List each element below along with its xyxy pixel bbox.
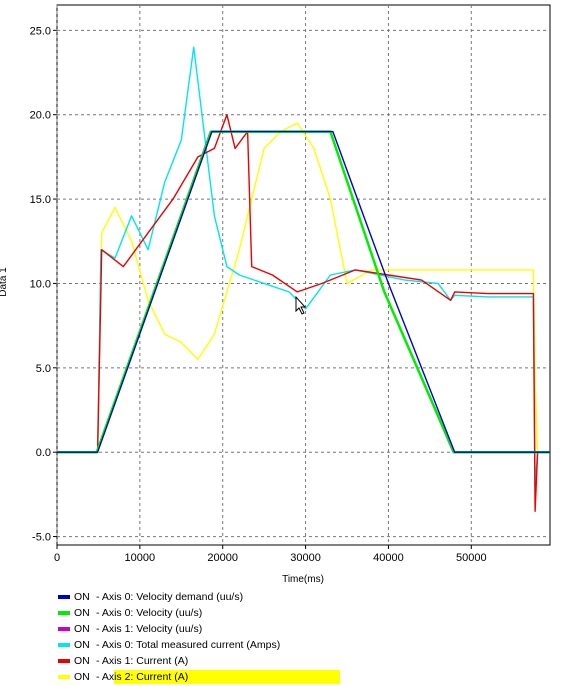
y-tick-label: 5.0 <box>36 363 51 375</box>
mouse-cursor-icon <box>295 295 307 315</box>
x-tick-label: 20000 <box>207 552 238 564</box>
legend-swatch <box>58 627 70 631</box>
legend-label: - Axis 0: Velocity demand (uu/s) <box>96 591 244 603</box>
legend-swatch <box>58 675 70 679</box>
series-line-4 <box>57 46 550 487</box>
y-tick-label: 25.0 <box>30 25 51 37</box>
legend-label: - Axis 2: Current (A) <box>96 671 189 683</box>
legend-item[interactable]: ON - Axis 0: Velocity (uu/s) <box>56 605 356 621</box>
legend-selection-highlight <box>114 670 340 684</box>
legend-swatch <box>58 595 70 599</box>
y-axis-title: Data 1 <box>0 267 9 297</box>
y-tick-label: 0.0 <box>36 447 51 459</box>
y-tick-label: -5.0 <box>32 532 51 544</box>
legend-state: ON <box>74 639 90 651</box>
legend-item[interactable]: ON - Axis 0: Velocity demand (uu/s) <box>56 589 356 605</box>
legend-state: ON <box>74 607 90 619</box>
legend-label: - Axis 0: Velocity (uu/s) <box>96 607 203 619</box>
series-line-5 <box>57 113 550 512</box>
x-tick-label: 50000 <box>456 552 487 564</box>
legend-state: ON <box>74 671 90 683</box>
x-tick-label: 40000 <box>373 552 404 564</box>
series-line-1 <box>57 130 550 453</box>
legend-swatch <box>58 611 70 615</box>
legend-state: ON <box>74 591 90 603</box>
legend-swatch <box>58 659 70 663</box>
y-tick-label: 10.0 <box>30 278 51 290</box>
legend: ON - Axis 0: Velocity demand (uu/s) ON - … <box>56 589 356 685</box>
legend-state: ON <box>74 655 90 667</box>
x-tick-label: 10000 <box>125 552 156 564</box>
plot-frame <box>56 4 551 546</box>
x-axis-title: Time(ms) <box>282 574 324 585</box>
y-tick-label: 20.0 <box>30 110 51 122</box>
legend-label: - Axis 0: Total measured current (Amps) <box>96 639 281 651</box>
legend-label: - Axis 1: Current (A) <box>96 655 189 667</box>
y-tick-label: 15.0 <box>30 194 51 206</box>
series-layer <box>57 46 550 512</box>
legend-item[interactable]: ON - Axis 1: Current (A) <box>56 653 356 669</box>
legend-state: ON <box>74 623 90 635</box>
legend-item[interactable]: ON - Axis 2: Current (A) <box>56 669 356 685</box>
tick-labels: -5.0 0.0 5.0 10.0 15.0 20.0 25.0 0 10000 20000 300… <box>30 25 487 564</box>
x-tick-label: 0 <box>54 552 60 564</box>
series-line-6 <box>57 122 550 453</box>
legend-swatch <box>58 643 70 647</box>
x-tick-label: 30000 <box>290 552 321 564</box>
legend-label: - Axis 1: Velocity (uu/s) <box>96 623 203 635</box>
legend-item[interactable]: ON - Axis 0: Total measured current (Amp… <box>56 637 356 653</box>
legend-item[interactable]: ON - Axis 1: Velocity (uu/s) <box>56 621 356 637</box>
